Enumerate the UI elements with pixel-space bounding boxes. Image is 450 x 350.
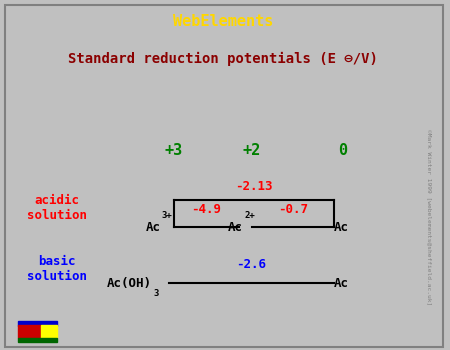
Text: 3: 3	[153, 289, 158, 298]
Text: Ac(OH): Ac(OH)	[107, 277, 152, 290]
Text: -0.7: -0.7	[278, 203, 308, 216]
Text: -2.13: -2.13	[235, 180, 273, 193]
Bar	[18, 321, 57, 326]
Text: acidic
solution: acidic solution	[27, 194, 86, 222]
Text: 2+: 2+	[244, 211, 255, 220]
Text: Ac: Ac	[334, 221, 349, 234]
Text: 0: 0	[338, 143, 347, 158]
Text: +3: +3	[164, 143, 183, 158]
Text: -4.9: -4.9	[191, 203, 221, 216]
Text: Standard reduction potentials (E ⊖/V): Standard reduction potentials (E ⊖/V)	[68, 52, 378, 66]
Text: Ac: Ac	[228, 221, 243, 234]
Text: Ac: Ac	[146, 221, 161, 234]
Text: WebElements: WebElements	[173, 14, 274, 29]
Text: 3+: 3+	[162, 211, 173, 220]
Bar	[41, 325, 57, 338]
Text: ©Mark Winter 1999 [webelements@sheffield.ac.uk]: ©Mark Winter 1999 [webelements@sheffield…	[427, 129, 432, 305]
Text: Ac: Ac	[334, 277, 349, 290]
Text: +2: +2	[243, 143, 261, 158]
Bar	[18, 325, 41, 338]
Text: basic
solution: basic solution	[27, 256, 86, 284]
Text: -2.6: -2.6	[237, 258, 266, 271]
Bar	[18, 338, 57, 342]
